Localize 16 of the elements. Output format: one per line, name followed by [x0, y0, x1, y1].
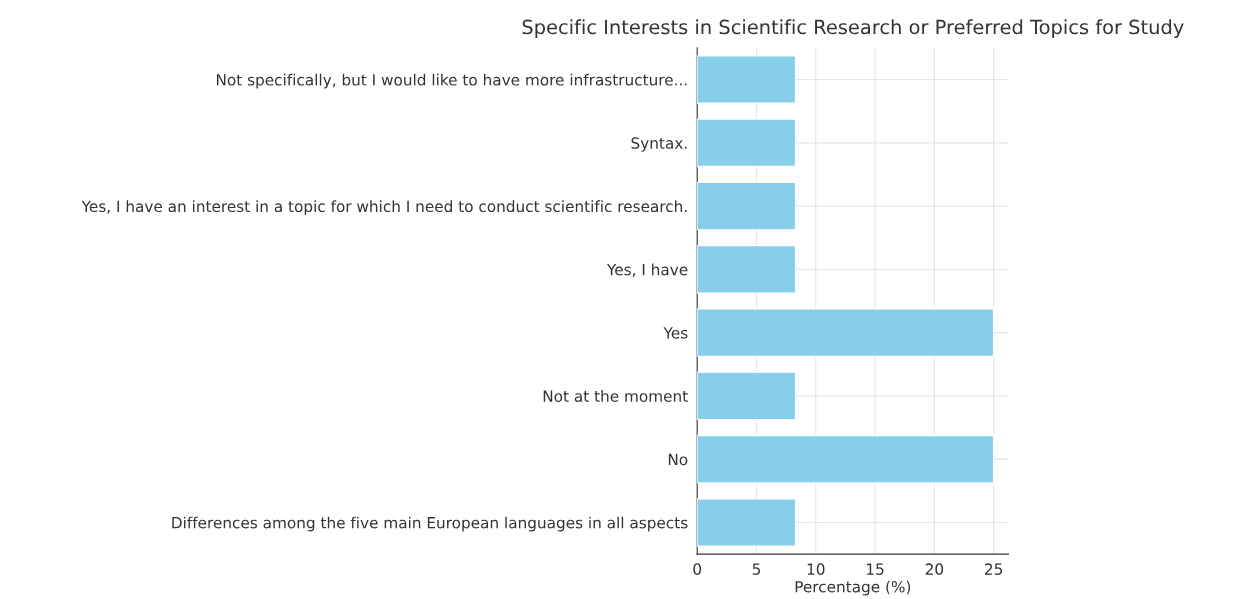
y-tick-label: Not at the moment	[543, 390, 688, 402]
y-tick-label: Yes	[663, 327, 688, 339]
x-tick-label: 25	[985, 563, 1003, 575]
y-tick-label: Differences among the five main European languages in all aspects	[172, 516, 688, 532]
x-tick-label: 20	[925, 563, 944, 575]
y-tick-label: Yes, I have	[606, 263, 688, 277]
y-tick-label: No	[668, 453, 688, 466]
x-tick-label: 5	[752, 563, 761, 575]
x-axis-title: Percentage (%)	[795, 580, 911, 596]
y-tick-label: Not specifically, but I would like to have more infrastructure...	[216, 73, 687, 89]
x-tick-label: 10	[807, 563, 825, 575]
x-tick-label: 15	[867, 563, 884, 575]
y-tick-label: Yes, I have an interest in a topic for which I need to conduct scientific research.	[81, 200, 687, 216]
chart-title: Specific Interests in Scientific Research or Preferred Topics for Study	[522, 19, 1184, 39]
x-tick-label: 0	[693, 563, 702, 575]
y-tick-label: Syntax.	[631, 137, 687, 152]
